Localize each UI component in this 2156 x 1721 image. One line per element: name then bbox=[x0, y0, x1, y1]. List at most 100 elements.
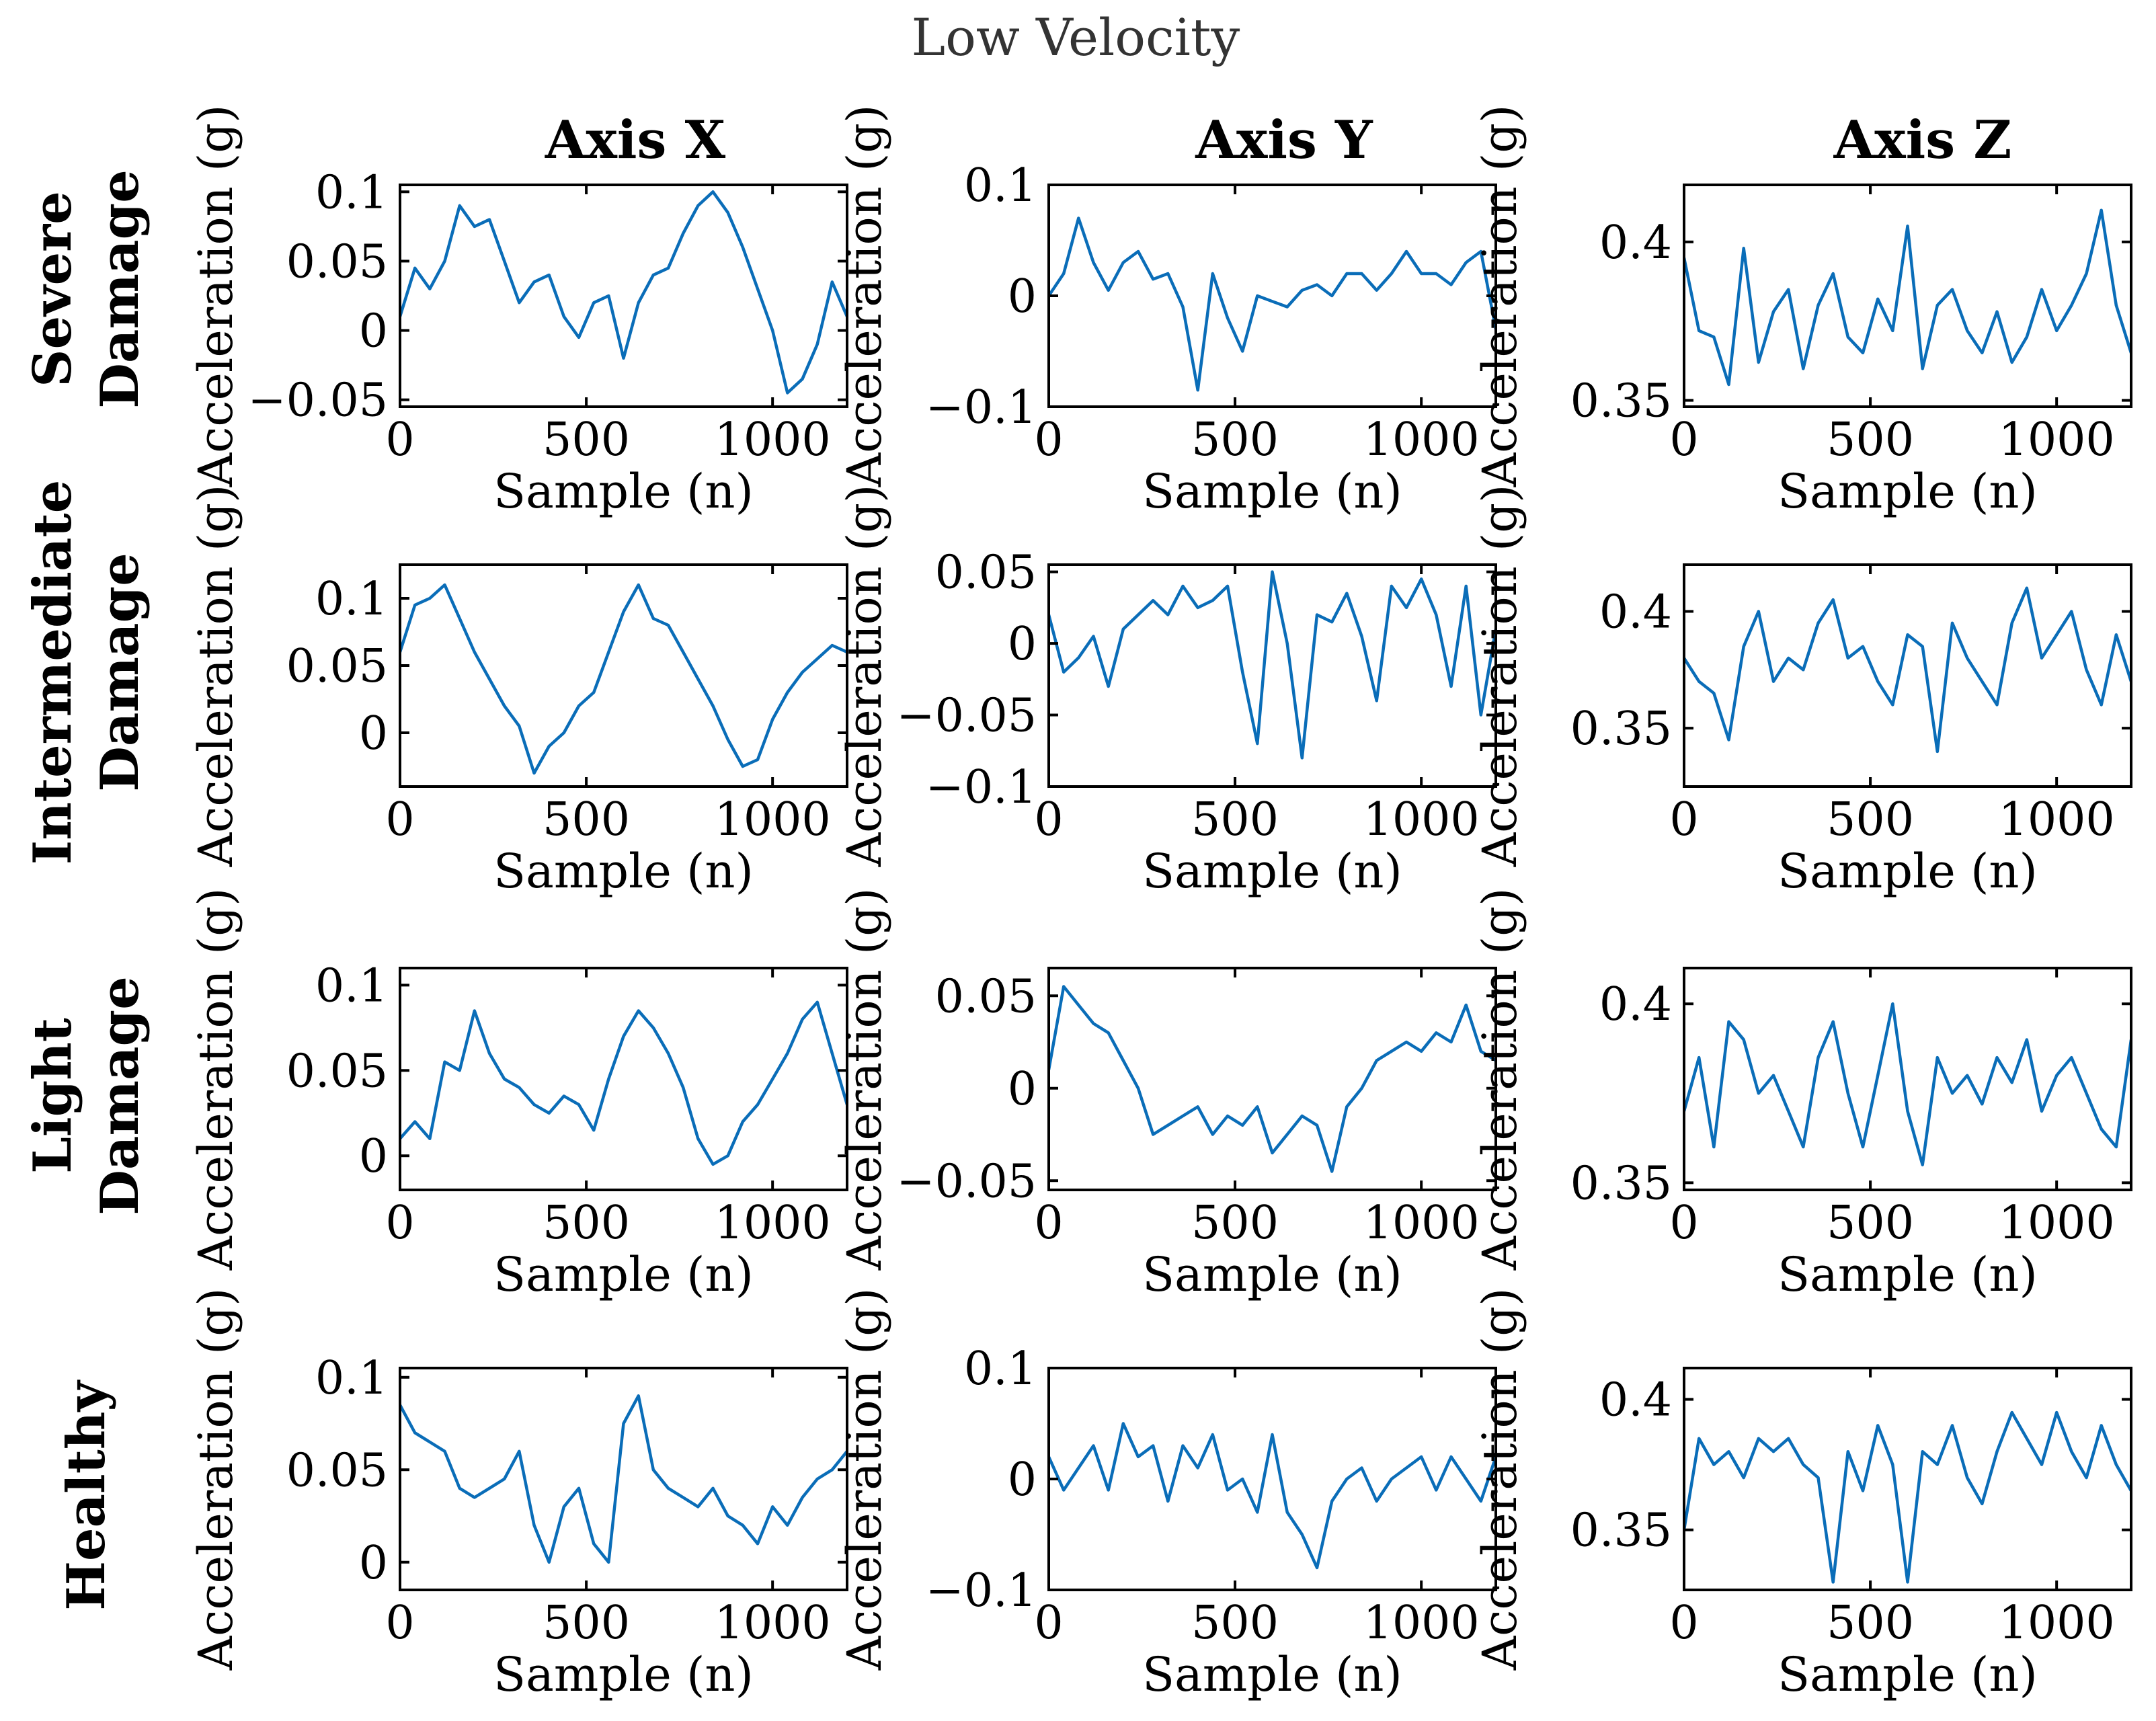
x-tick-label: 1000 bbox=[1363, 1597, 1480, 1650]
y-tick-label: 0.4 bbox=[1599, 1374, 1672, 1427]
x-axis-label: Sample (n) bbox=[1778, 1247, 2038, 1302]
x-tick-label: 500 bbox=[1827, 413, 1914, 467]
series-line bbox=[1684, 208, 2131, 387]
x-tick-label: 0 bbox=[385, 793, 414, 846]
x-axis-label: Sample (n) bbox=[1142, 844, 1402, 899]
row-label-line1: Intermediate bbox=[22, 480, 83, 865]
series-line bbox=[400, 1394, 847, 1564]
x-tick-label: 1000 bbox=[715, 1597, 831, 1650]
series-line bbox=[400, 1000, 847, 1166]
y-tick-label: 0.05 bbox=[286, 640, 388, 693]
x-tick-label: 500 bbox=[1827, 1597, 1914, 1650]
column-label-axis-x: Axis X bbox=[545, 110, 726, 171]
y-tick-label: 0.05 bbox=[286, 1045, 388, 1098]
subplot-light-damage-axis-z: 0 500 1000 0.35 0.4 Sample (n) Acceleration (g… bbox=[1472, 888, 2132, 1302]
x-tick-label: 0 bbox=[1034, 1597, 1063, 1650]
y-tick-label: −0.05 bbox=[897, 1155, 1037, 1208]
y-axis-label: Acceleration (g) bbox=[837, 105, 892, 488]
series-line bbox=[1049, 216, 1496, 392]
x-tick-label: 500 bbox=[543, 1597, 630, 1650]
y-axis-label: Acceleration (g) bbox=[188, 105, 243, 488]
y-axis-label: Acceleration (g) bbox=[188, 485, 243, 868]
y-tick-label: 0.1 bbox=[964, 159, 1037, 212]
y-axis-label: Acceleration (g) bbox=[1472, 105, 1527, 488]
x-tick-label: 0 bbox=[385, 1597, 414, 1650]
series-line bbox=[1049, 1422, 1496, 1570]
x-tick-label: 0 bbox=[385, 413, 414, 467]
subplot-healthy-axis-x: 0 500 1000 0 0.05 0.1 Sample (n) Acceleration (… bbox=[188, 1288, 848, 1702]
row-label-light-damage: Light Damage bbox=[22, 976, 151, 1215]
y-tick-label: 0.05 bbox=[286, 235, 388, 288]
y-tick-label: −0.1 bbox=[926, 761, 1037, 814]
y-tick-label: −0.05 bbox=[248, 374, 388, 428]
x-tick-label: 0 bbox=[1669, 1597, 1698, 1650]
x-tick-label: 500 bbox=[1191, 793, 1279, 846]
y-tick-label: 0 bbox=[1008, 270, 1037, 323]
y-tick-label: 0.4 bbox=[1599, 586, 1672, 639]
x-tick-label: 1000 bbox=[1999, 1597, 2115, 1650]
series-line bbox=[1684, 586, 2131, 754]
x-tick-label: 0 bbox=[1669, 793, 1698, 846]
x-tick-label: 1000 bbox=[1363, 793, 1480, 846]
row-label-line2: Healthy bbox=[56, 1379, 117, 1611]
subplot-intermediate-damage-axis-y: 0 500 1000 −0.1 −0.05 0 0.05 Sample (n) Accelera… bbox=[837, 485, 1497, 899]
plot-frame bbox=[1683, 563, 2132, 788]
x-tick-label: 1000 bbox=[1999, 793, 2115, 846]
row-label-healthy: Healthy bbox=[56, 1379, 117, 1611]
y-tick-label: −0.1 bbox=[926, 381, 1037, 434]
x-tick-label: 500 bbox=[1827, 793, 1914, 846]
y-axis-label: Acceleration (g) bbox=[188, 1288, 243, 1671]
row-label-line1: Severe bbox=[22, 191, 83, 387]
x-axis-label: Sample (n) bbox=[1778, 1647, 2038, 1702]
x-tick-label: 500 bbox=[1827, 1197, 1914, 1250]
x-tick-label: 1000 bbox=[715, 793, 831, 846]
x-tick-label: 0 bbox=[385, 1197, 414, 1250]
subplot-intermediate-damage-axis-z: 0 500 1000 0.35 0.4 Sample (n) Acceleration (g… bbox=[1472, 485, 2132, 899]
y-tick-label: 0 bbox=[359, 305, 388, 358]
y-axis-label: Acceleration (g) bbox=[837, 1288, 892, 1671]
series-line bbox=[1049, 570, 1496, 760]
x-axis-label: Sample (n) bbox=[1142, 1647, 1402, 1702]
y-tick-label: 0.05 bbox=[286, 1444, 388, 1497]
y-tick-label: 0 bbox=[359, 1537, 388, 1590]
y-tick-label: 0.1 bbox=[315, 959, 388, 1012]
x-axis-label: Sample (n) bbox=[1778, 844, 2038, 899]
subplot-healthy-axis-z: 0 500 1000 0.35 0.4 Sample (n) Acceleration (g… bbox=[1472, 1288, 2132, 1702]
x-tick-label: 1000 bbox=[1363, 413, 1480, 467]
series-line bbox=[400, 583, 847, 775]
y-axis-label: Acceleration (g) bbox=[1472, 888, 1527, 1271]
plot-frame bbox=[399, 184, 848, 408]
plot-frame bbox=[399, 967, 848, 1191]
x-axis-label: Sample (n) bbox=[493, 1247, 754, 1302]
series-line bbox=[1684, 1002, 2131, 1166]
y-tick-label: 0.05 bbox=[935, 547, 1037, 600]
row-label-line1: Light bbox=[22, 1018, 83, 1174]
row-label-line2: Damage bbox=[89, 976, 151, 1215]
x-tick-label: 500 bbox=[543, 1197, 630, 1250]
figure-title: Low Velocity bbox=[912, 7, 1240, 67]
plot-frame bbox=[1683, 967, 2132, 1191]
plot-frame bbox=[1047, 563, 1497, 788]
x-tick-label: 0 bbox=[1669, 1197, 1698, 1250]
column-label-axis-y: Axis Y bbox=[1195, 110, 1373, 171]
x-axis-label: Sample (n) bbox=[493, 1647, 754, 1702]
x-axis-label: Sample (n) bbox=[1142, 1247, 1402, 1302]
x-axis-label: Sample (n) bbox=[493, 464, 754, 519]
series-line bbox=[1049, 985, 1496, 1173]
y-tick-label: 0 bbox=[1008, 1063, 1037, 1116]
series-line bbox=[400, 190, 847, 395]
y-tick-label: 0.1 bbox=[964, 1343, 1037, 1396]
plot-frame bbox=[399, 1367, 848, 1591]
y-axis-label: Acceleration (g) bbox=[1472, 485, 1527, 868]
x-tick-label: 1000 bbox=[1999, 413, 2115, 467]
x-tick-label: 0 bbox=[1034, 413, 1063, 467]
y-tick-label: 0 bbox=[1008, 618, 1037, 671]
y-tick-label: 0.05 bbox=[935, 970, 1037, 1023]
x-tick-label: 500 bbox=[1191, 1597, 1279, 1650]
y-axis-label: Acceleration (g) bbox=[837, 485, 892, 868]
y-tick-label: 0.4 bbox=[1599, 216, 1672, 270]
